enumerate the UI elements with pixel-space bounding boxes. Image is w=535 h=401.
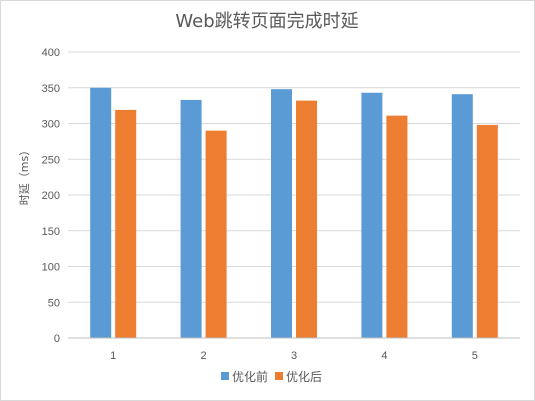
legend-swatch	[221, 372, 229, 380]
y-axis-title: 时延（ms）	[18, 145, 31, 205]
y-tick-label: 150	[42, 226, 60, 238]
bar-before-3	[271, 89, 292, 339]
axis-layer: 0 50 100 150 200 250 300 350 400 1 2 3 4 5	[42, 47, 520, 362]
x-tick-label: 1	[110, 350, 116, 362]
x-tick-label: 3	[291, 350, 297, 362]
chart-title: Web跳转页面完成时延	[175, 11, 358, 32]
legend-swatch	[275, 372, 283, 380]
bar-before-5	[451, 94, 473, 338]
x-tick-label: 4	[381, 350, 387, 362]
grid-layer	[68, 51, 520, 303]
y-tick-label: 350	[42, 83, 60, 95]
legend-label: 优化后	[286, 370, 322, 384]
y-tick-label: 200	[42, 190, 60, 202]
bar-after-4	[386, 115, 408, 338]
x-tick-label: 2	[201, 350, 207, 362]
bar-after-3	[296, 100, 317, 339]
y-tick-label: 50	[48, 297, 60, 309]
bars-layer	[90, 87, 498, 339]
bar-before-4	[361, 92, 383, 338]
bar-after-1	[115, 109, 137, 338]
bar-after-5	[476, 124, 498, 339]
bar-before-2	[180, 99, 202, 338]
x-tick-label: 5	[472, 350, 478, 362]
y-axis-label: 时延（ms）	[18, 145, 31, 205]
y-tick-label: 250	[42, 154, 60, 166]
bar-before-1	[90, 87, 112, 338]
y-tick-label: 300	[42, 119, 60, 131]
y-tick-label: 100	[42, 262, 60, 274]
y-tick-label: 0	[54, 333, 60, 345]
legend-label: 优化前	[232, 369, 268, 384]
bar-after-2	[205, 130, 227, 338]
y-tick-label: 400	[42, 47, 60, 59]
legend: 优化前 优化后	[221, 369, 322, 384]
